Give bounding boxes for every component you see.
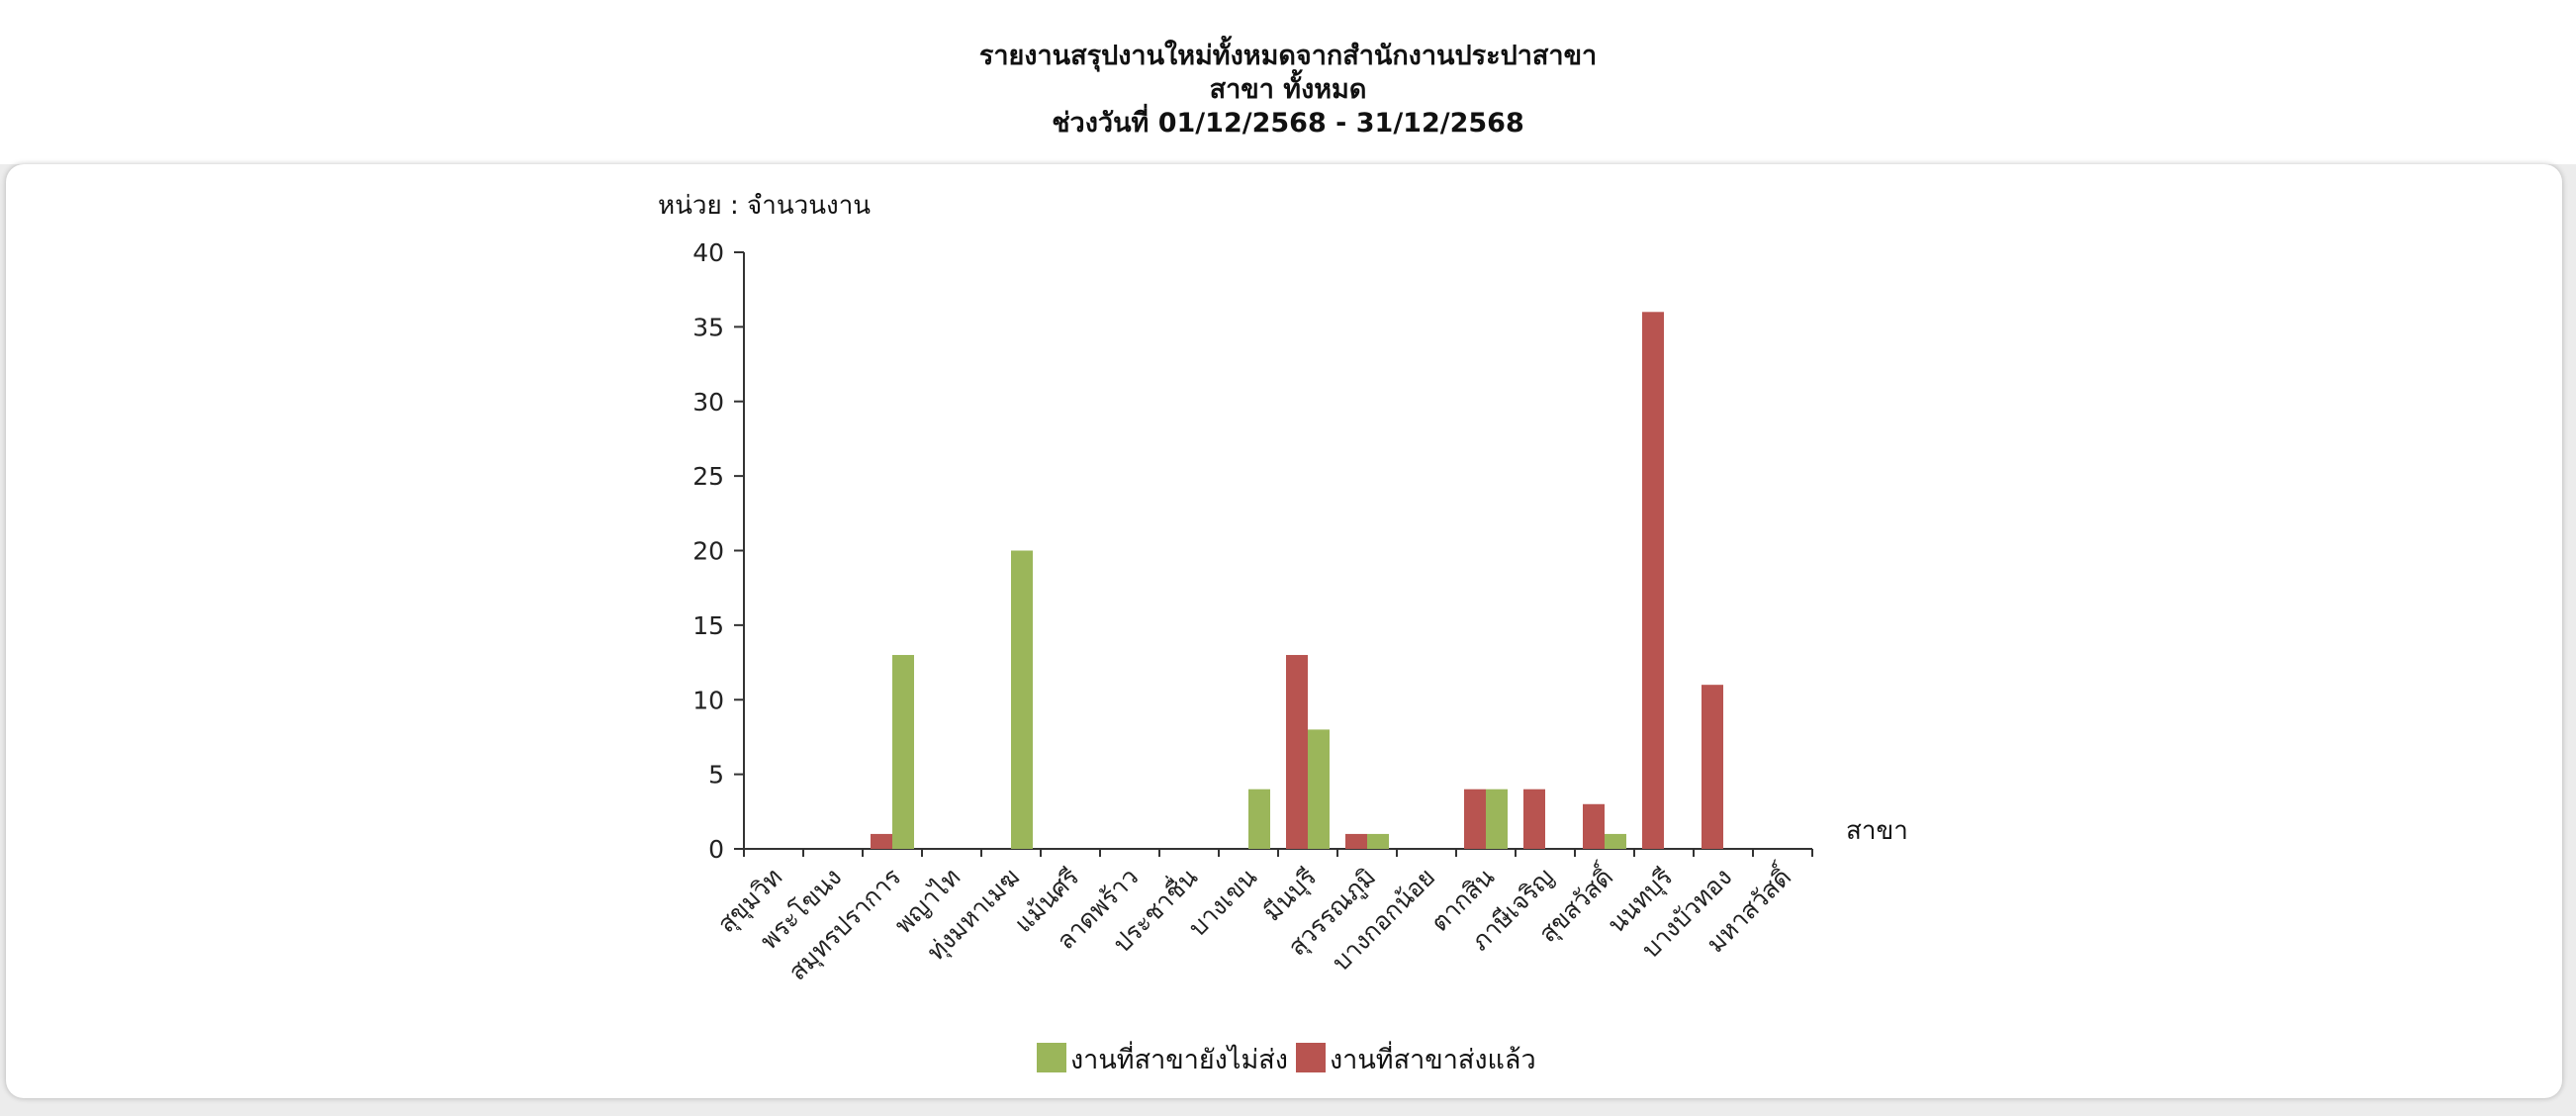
y-tick-label: 25 [692, 462, 724, 491]
bar[interactable] [1702, 685, 1723, 849]
legend-label: งานที่สาขาส่งแล้ว [1330, 1041, 1536, 1075]
x-tick-label: บางเขน [1183, 863, 1262, 942]
report-header: รายงานสรุปงานใหม่ทั้งหมดจากสำนักงานประปา… [0, 0, 2576, 164]
y-tick-label: 15 [692, 611, 724, 640]
report-date-range: ช่วงวันที่ 01/12/2568 - 31/12/2568 [1052, 108, 1524, 139]
legend-label: งานที่สาขายังไม่ส่ง [1070, 1041, 1288, 1075]
bar[interactable] [1464, 789, 1486, 849]
bar[interactable] [1308, 729, 1330, 849]
bar[interactable] [1286, 655, 1308, 849]
chart-panel [6, 164, 2562, 1098]
legend-swatch [1037, 1043, 1066, 1072]
bar[interactable] [892, 655, 914, 849]
y-tick-label: 20 [692, 537, 724, 566]
bar[interactable] [1367, 833, 1389, 849]
bar[interactable] [1642, 312, 1664, 849]
category-labels: สุขุมวิทพระโขนงสมุทรปราการพญาไททุ่งมหาเม… [712, 858, 1798, 986]
report-branch: สาขา ทั้งหมด [1209, 74, 1367, 105]
bar[interactable] [1583, 803, 1605, 849]
y-tick-label: 35 [692, 313, 724, 341]
unit-label: หน่วย : จำนวนงาน [658, 191, 871, 221]
report-title: รายงานสรุปงานใหม่ทั้งหมดจากสำนักงานประปา… [978, 41, 1598, 71]
bar[interactable] [1605, 833, 1626, 849]
bar[interactable] [1248, 789, 1270, 849]
bar[interactable] [1523, 789, 1545, 849]
bar[interactable] [1486, 789, 1508, 849]
bar[interactable] [1345, 833, 1367, 849]
y-tick-label: 0 [708, 835, 724, 864]
legend-swatch [1296, 1043, 1326, 1072]
bars [871, 312, 1723, 849]
y-tick-label: 10 [692, 686, 724, 714]
bar[interactable] [871, 833, 892, 849]
axes: 0 5 10 15 20 25 30 35 40 [692, 238, 1813, 864]
bar[interactable] [1011, 550, 1033, 850]
x-axis-label: สาขา [1846, 816, 1908, 846]
y-tick-label: 5 [708, 761, 724, 790]
y-tick-label: 30 [692, 388, 724, 417]
legend: งานที่สาขายังไม่ส่ง งานที่สาขาส่งแล้ว [1037, 1041, 1536, 1075]
y-tick-label: 40 [692, 238, 724, 267]
